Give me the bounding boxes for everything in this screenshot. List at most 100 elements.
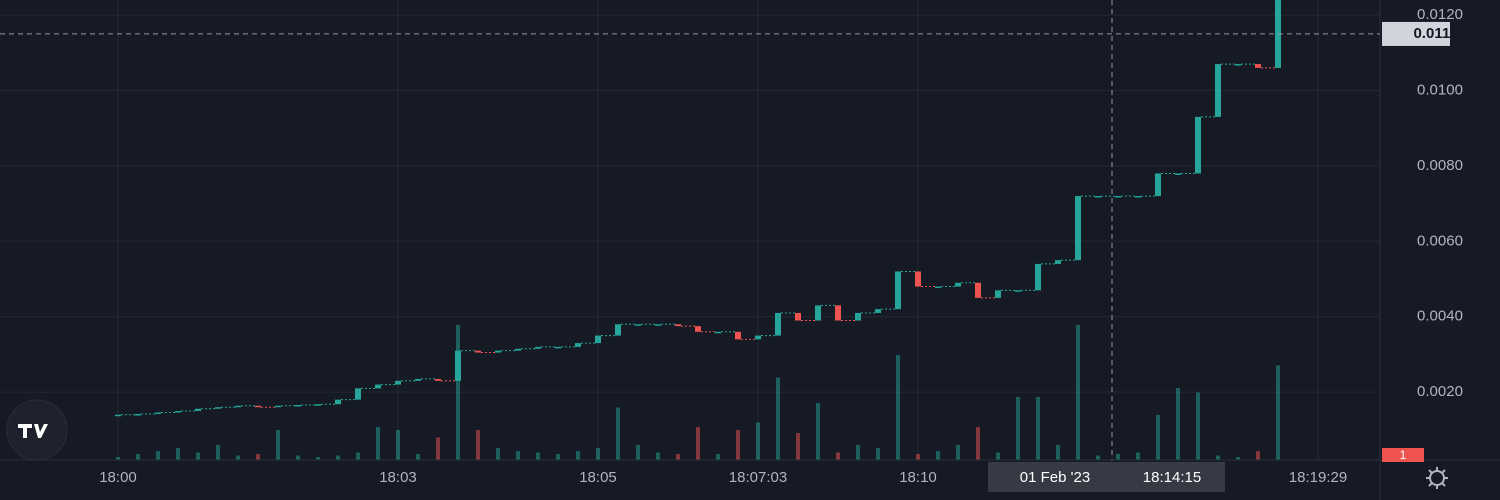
x-tick-label: 18:05 (579, 469, 617, 486)
volume-bar (1096, 455, 1100, 460)
volume-bar (996, 452, 1000, 460)
badge-label: 1 (1400, 448, 1407, 462)
volume-bar (356, 452, 360, 460)
candle-body (155, 412, 161, 414)
settings-icon[interactable] (1426, 467, 1448, 489)
candle-body (1135, 196, 1141, 198)
volume-bar (116, 457, 120, 460)
candle-body (875, 309, 881, 313)
volume-bar (1236, 457, 1240, 460)
volume-bar (296, 455, 300, 460)
volume-bar (536, 452, 540, 460)
candle-body (835, 305, 841, 321)
volume-bar (976, 427, 980, 460)
volume-bar (896, 355, 900, 460)
x-tick-label: 18:07:03 (729, 469, 787, 486)
volume-bar (616, 407, 620, 460)
candle-body (515, 348, 521, 351)
crosshair-time-box (988, 462, 1225, 492)
volume-bar (176, 448, 180, 460)
volume-bar (756, 422, 760, 460)
candle-body (195, 408, 201, 411)
gear-teeth[interactable] (1426, 467, 1448, 489)
candle-body (1055, 260, 1061, 264)
volume-bar (1116, 454, 1120, 460)
candle-body (375, 384, 381, 389)
crosshair-price-box (1382, 21, 1450, 46)
candle-body (175, 410, 181, 413)
crosshair-time: 18:14:15 (1143, 469, 1201, 486)
volume-bar (836, 452, 840, 460)
volume-bar (436, 437, 440, 460)
candle-body (255, 405, 261, 408)
volume-bar (816, 403, 820, 460)
crosshair-date: 01 Feb '23 (1020, 469, 1090, 486)
volume-bar (696, 427, 700, 460)
volume-bar (136, 454, 140, 460)
candle-body (695, 326, 701, 332)
volume-layer (116, 325, 1280, 460)
volume-bar (716, 454, 720, 460)
x-tick-label: 18:00 (99, 469, 137, 486)
volume-bar (1216, 455, 1220, 460)
volume-bar (156, 451, 160, 460)
candle-body (675, 324, 681, 327)
volume-bar (676, 454, 680, 460)
y-tick-label: 0.0100 (1417, 81, 1463, 98)
candle-body (755, 335, 761, 340)
candle-body (555, 346, 561, 349)
candle-body (915, 271, 921, 287)
grid (0, 0, 1380, 460)
candle-body (795, 312, 801, 321)
volume-bar (656, 452, 660, 460)
candle-body (1155, 173, 1161, 197)
volume-bar (456, 325, 460, 460)
volume-bar (196, 452, 200, 460)
x-tick-label: 18:03 (379, 469, 417, 486)
volume-bar (516, 451, 520, 460)
candle-body (355, 388, 361, 400)
candle-body (575, 343, 581, 347)
candle-body (775, 312, 781, 336)
candle-body (615, 324, 621, 336)
volume-bar (1076, 325, 1080, 460)
volume-bar (556, 454, 560, 460)
candle-body (1015, 290, 1021, 292)
candle-body (535, 346, 541, 349)
logo-mark (18, 424, 48, 438)
volume-bar (936, 451, 940, 460)
y-tick-label: 0.0060 (1417, 232, 1463, 249)
candle-body (275, 405, 281, 408)
candle-body (735, 331, 741, 340)
candle-body (1035, 263, 1041, 291)
volume-bar (736, 430, 740, 460)
candle-body (955, 282, 961, 287)
candle-body (215, 407, 221, 409)
volume-bar (476, 430, 480, 460)
volume-bar (876, 448, 880, 460)
candle-body (1215, 64, 1221, 117)
volume-bar (1016, 397, 1020, 460)
candle-body (455, 350, 461, 381)
candle-body (895, 271, 901, 310)
volume-bar (276, 430, 280, 460)
candle-body (135, 414, 141, 416)
volume-bar (856, 445, 860, 460)
candle-body (975, 282, 981, 298)
volume-bar (1176, 388, 1180, 460)
candle-body (495, 350, 501, 353)
candle-body (335, 399, 341, 405)
volume-bar (776, 377, 780, 460)
volume-bar (416, 454, 420, 460)
candle-body (1175, 173, 1181, 175)
axes: 0.0020 0.0040 0.0060 0.0080 0.0100 0.0120 18:0… (99, 6, 1463, 486)
candle-body (315, 404, 321, 406)
volume-bar (1276, 365, 1280, 460)
y-tick-label: 0.0020 (1417, 383, 1463, 400)
y-tick-label: 0.0040 (1417, 308, 1463, 325)
candle-body (655, 324, 661, 326)
badge-box (1382, 448, 1424, 462)
volume-bar (956, 445, 960, 460)
